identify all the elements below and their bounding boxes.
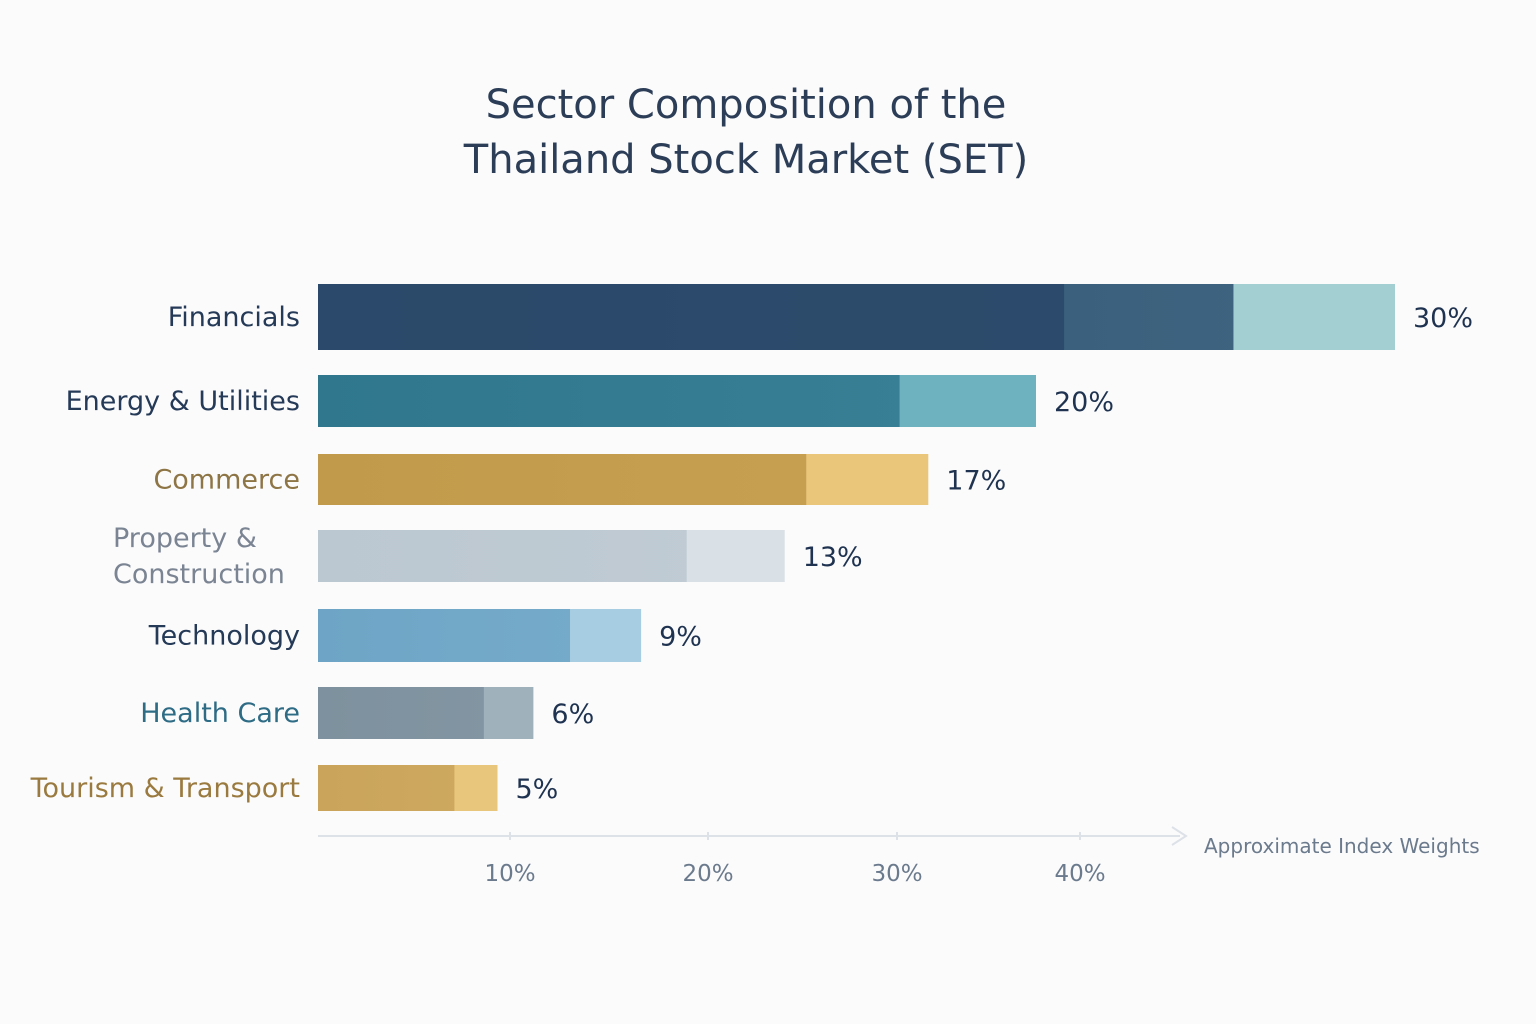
bar-dark-segment bbox=[318, 609, 571, 662]
bar-dark-segment bbox=[318, 765, 455, 811]
bar-1: Energy & Utilities 20% bbox=[66, 375, 1114, 427]
bar-4: Technology 9% bbox=[148, 609, 702, 662]
chart-title-line: Sector Composition of the bbox=[486, 82, 1007, 128]
category-label: Commerce bbox=[153, 465, 300, 496]
value-label: 5% bbox=[516, 774, 559, 805]
chart-title-line: Thailand Stock Market (SET) bbox=[463, 137, 1028, 183]
bar-2: Commerce 17% bbox=[153, 454, 1006, 505]
x-tick-label: 40% bbox=[1054, 861, 1105, 887]
bar-3: Property & Construction 13% bbox=[113, 523, 863, 590]
category-label: Health Care bbox=[140, 698, 300, 729]
bar-deep-segment bbox=[318, 284, 1065, 350]
category-label: Construction bbox=[113, 559, 285, 590]
chart-title: Sector Composition of the Thailand Stock … bbox=[463, 82, 1028, 183]
value-label: 13% bbox=[803, 542, 863, 573]
value-label: 6% bbox=[551, 699, 594, 730]
value-label: 30% bbox=[1413, 303, 1473, 334]
bar-6: Tourism & Transport 5% bbox=[30, 765, 559, 811]
bar-dark-segment bbox=[318, 687, 484, 739]
value-label: 17% bbox=[946, 466, 1006, 497]
bar-0: Financials 30% bbox=[168, 284, 1473, 350]
x-tick-label: 30% bbox=[871, 861, 922, 887]
bar-dark-segment bbox=[318, 530, 687, 582]
bar-dark-segment bbox=[318, 454, 807, 505]
x-tick-label: 20% bbox=[682, 861, 733, 887]
category-label: Technology bbox=[148, 621, 300, 652]
bars: Financials 30% Energy & Utilities 20% Commer… bbox=[30, 284, 1473, 811]
value-label: 9% bbox=[659, 622, 702, 653]
x-tick-label: 10% bbox=[484, 861, 535, 887]
value-label: 20% bbox=[1054, 387, 1114, 418]
category-label: Property & bbox=[113, 523, 257, 554]
x-axis-title: Approximate Index Weights bbox=[1204, 834, 1480, 858]
bar-5: Health Care 6% bbox=[140, 687, 594, 739]
category-label: Tourism & Transport bbox=[30, 773, 300, 804]
bar-dark-segment bbox=[318, 375, 900, 427]
x-axis: 10% 20% 30% 40% Approximate Index Weights bbox=[318, 826, 1480, 887]
category-label: Energy & Utilities bbox=[66, 386, 300, 417]
category-label: Financials bbox=[168, 302, 300, 333]
x-axis-arrow-icon bbox=[1171, 826, 1188, 846]
